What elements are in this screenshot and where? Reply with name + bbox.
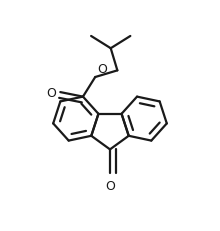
Text: O: O [97,63,107,76]
Text: O: O [105,179,115,192]
Text: O: O [46,86,56,99]
